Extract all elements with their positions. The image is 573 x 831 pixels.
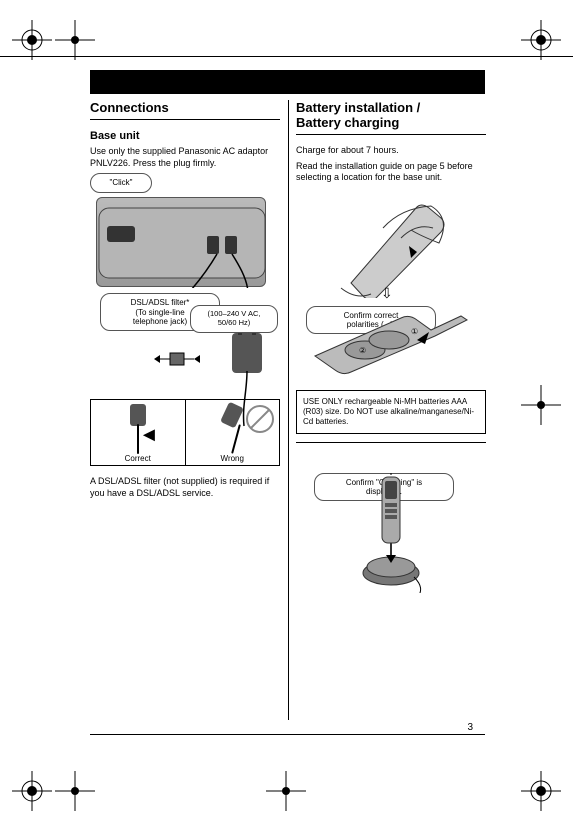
arrow-left-icon: ◄ [139, 424, 159, 447]
battery-heading: Battery installation / Battery charging [296, 100, 486, 130]
power-callout: (100–240 V AC, 50/60 Hz) [190, 305, 278, 332]
reg-mark-mid-right [521, 385, 561, 425]
ac-adapter-icon [232, 333, 262, 373]
rule [296, 442, 486, 443]
top-line [0, 56, 573, 57]
base-unit-subheading: Base unit [90, 130, 280, 142]
base-unit-illustration [96, 197, 266, 287]
plug-wrong-cell: Wrong [185, 400, 280, 465]
column-separator [288, 100, 289, 720]
prohibited-icon [245, 404, 275, 434]
plug-wrong-icon [217, 404, 247, 434]
connections-heading: Connections [90, 100, 280, 115]
reg-mark-top-right [521, 20, 561, 60]
plug-correct-label: Correct [91, 454, 185, 463]
dsl-footnote: A DSL/ADSL filter (not supplied) is requ… [90, 476, 280, 499]
battery-intro: Charge for about 7 hours. [296, 145, 486, 157]
charging-diagram: Confirm "Charging" is displayed. [296, 473, 486, 633]
rule [90, 119, 280, 120]
click-callout: "Click" [90, 173, 152, 192]
battery-compartment-diagram: ② ① [311, 306, 471, 378]
battery-body: Read the installation guide on page 5 be… [296, 161, 486, 184]
down-arrow-icon: ⇩ [381, 285, 393, 302]
rule [296, 134, 486, 135]
svg-text:②: ② [359, 346, 366, 355]
reg-mark-bot-center [266, 771, 306, 811]
page-number: 3 [467, 722, 473, 733]
plug-orientation-row: ◄ Correct Wrong [90, 399, 280, 466]
reg-mark-top-left-1 [12, 20, 52, 60]
header-bar [90, 70, 485, 94]
reg-mark-bot-left-1 [12, 771, 52, 811]
svg-text:①: ① [411, 327, 418, 336]
right-column: Battery installation / Battery charging … [296, 100, 486, 633]
reg-mark-bot-right [521, 771, 561, 811]
footer-rule [90, 734, 485, 735]
left-column: Connections Base unit Use only the suppl… [90, 100, 280, 504]
battery-warning-note: USE ONLY rechargeable Ni-MH batteries AA… [296, 390, 486, 434]
battery-compartment-wrapper: Confirm correct polarities ( , ). ② ① [296, 306, 486, 378]
reg-mark-bot-left-2 [55, 771, 95, 811]
plug-correct-cell: ◄ Correct [91, 400, 185, 465]
reg-mark-top-left-2 [55, 20, 95, 60]
base-unit-body: Use only the supplied Panasonic AC adapt… [90, 146, 280, 169]
dsl-filter-icon [150, 345, 200, 375]
base-unit-diagram: "Click" DSL/ADSL filter* (To single-line… [90, 173, 280, 393]
handset-open-diagram: ⇩ [321, 188, 461, 298]
plug-wrong-label: Wrong [186, 454, 280, 463]
